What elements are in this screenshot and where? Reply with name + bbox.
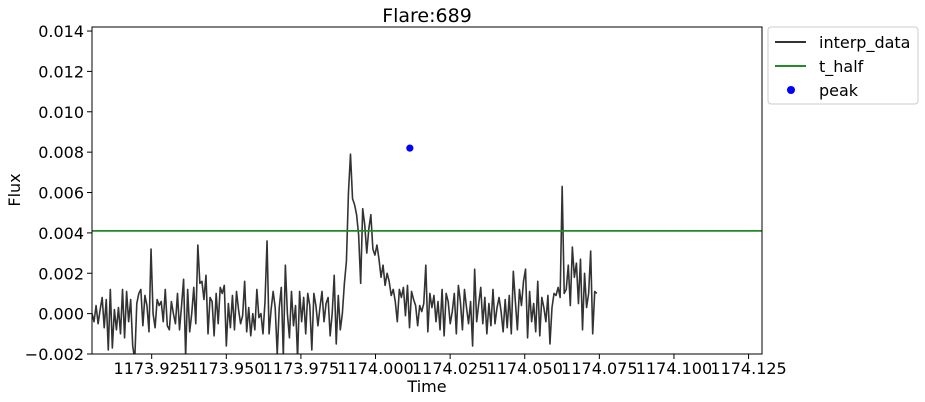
x-tick-label: 1174.050 bbox=[487, 359, 563, 378]
plot-frame bbox=[91, 26, 763, 355]
x-tick-label: 1174.000 bbox=[337, 359, 413, 378]
y-tick-label: 0.002 bbox=[38, 264, 84, 283]
legend-label-t-half: t_half bbox=[819, 57, 864, 77]
legend: interp_data t_half peak bbox=[767, 26, 919, 105]
y-tick-label: 0.006 bbox=[38, 184, 84, 203]
x-axis-ticks: 1173.9251173.9501173.9751174.0001174.025… bbox=[114, 354, 787, 378]
legend-swatch-peak bbox=[787, 86, 795, 94]
y-axis-ticks: −0.002 0.000 0.002 0.004 0.006 0.008 0.010 0.01… bbox=[25, 22, 92, 364]
x-tick-label: 1173.975 bbox=[263, 359, 339, 378]
y-tick-label: −0.002 bbox=[25, 345, 84, 364]
x-tick-label: 1174.125 bbox=[710, 359, 786, 378]
legend-label-interp-data: interp_data bbox=[819, 33, 910, 53]
x-tick-label: 1174.100 bbox=[636, 359, 712, 378]
x-tick-label: 1173.950 bbox=[188, 359, 264, 378]
series-line-interp-data bbox=[92, 153, 598, 354]
y-tick-label: 0.010 bbox=[38, 103, 84, 122]
y-tick-label: 0.008 bbox=[38, 143, 84, 162]
peak-point bbox=[406, 144, 414, 152]
x-axis-label: Time bbox=[406, 377, 446, 396]
chart-title: Flare:689 bbox=[382, 5, 472, 27]
y-tick-label: 0.012 bbox=[38, 62, 84, 81]
x-tick-label: 1174.075 bbox=[561, 359, 637, 378]
legend-frame bbox=[767, 26, 919, 105]
y-axis-label: Flux bbox=[5, 173, 24, 206]
y-tick-label: 0.000 bbox=[38, 305, 84, 324]
x-tick-label: 1173.925 bbox=[114, 359, 190, 378]
x-tick-label: 1174.025 bbox=[412, 359, 488, 378]
plot-area bbox=[91, 26, 763, 355]
y-tick-label: 0.004 bbox=[38, 224, 84, 243]
legend-label-peak: peak bbox=[819, 81, 859, 100]
y-tick-label: 0.014 bbox=[38, 22, 84, 41]
